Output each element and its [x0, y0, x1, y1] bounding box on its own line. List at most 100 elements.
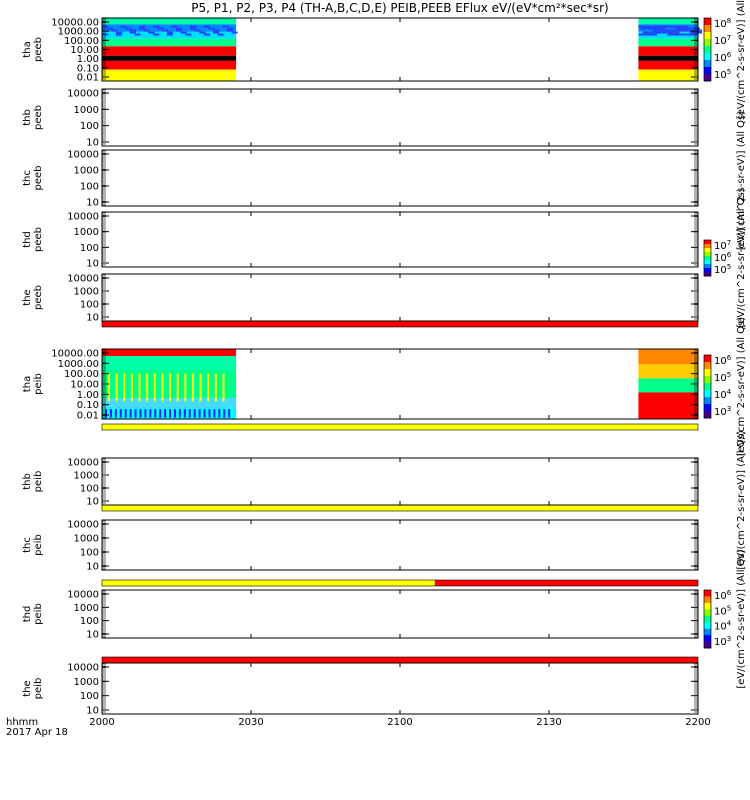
spectrogram-band	[102, 24, 237, 32]
colorbar-frame	[703, 17, 712, 82]
spectrogram-band	[638, 55, 698, 61]
status-bar-segment	[102, 657, 698, 663]
spectrogram-texture	[169, 409, 172, 418]
spectrogram-streak	[169, 373, 172, 402]
y-tick-label: 10	[86, 706, 99, 717]
spectrogram-texture	[149, 409, 152, 418]
colorbar-label-text: [eV/(cm^2-s-sr-eV)] (All Qs)	[736, 111, 747, 250]
spectrogram-texture	[667, 31, 674, 34]
spectrogram-texture	[659, 27, 666, 30]
y-tick-label: 10000	[67, 520, 99, 531]
x-tick-label: 2000	[89, 717, 114, 728]
y-tick-label: 1.00	[77, 390, 99, 401]
spectrogram-texture	[188, 409, 191, 418]
spectrogram-texture	[222, 25, 229, 28]
panel-label-product: peib	[33, 373, 44, 395]
colorbar-swatch	[704, 46, 711, 54]
panel-label-instrument: thc	[22, 170, 33, 186]
colorbar-swatch	[704, 602, 711, 610]
y-tick-label: 100	[80, 243, 99, 254]
y-tick-label: 10000	[67, 150, 99, 161]
panel-label: the peeb	[22, 285, 44, 310]
x-axis-label: hhmm	[6, 717, 38, 728]
spectrogram-texture	[694, 27, 700, 30]
status-bar-segment	[102, 424, 698, 430]
spectrogram-band	[102, 356, 237, 370]
panel-label: thc peeb	[22, 166, 44, 191]
panel-label: tha peeb	[22, 37, 44, 62]
y-tick-label: 0.01	[77, 411, 99, 422]
y-tick-label: 10.00	[70, 45, 99, 56]
spectrogram-band	[638, 24, 698, 32]
y-tick-label: 0.10	[77, 63, 99, 74]
spectrogram-band	[102, 60, 237, 70]
panel-frame	[101, 211, 699, 268]
x-tick-label: 2030	[238, 717, 263, 728]
spectrogram-streak	[214, 373, 217, 402]
panel-label-product: peib	[33, 471, 44, 493]
panel-label-instrument: thc	[22, 537, 33, 553]
spectrogram-band	[102, 18, 237, 25]
spectrogram-texture	[106, 27, 113, 30]
colorbar-tick-label: 106	[714, 589, 732, 602]
spectrogram-texture	[111, 29, 118, 32]
panel-label: tha peib	[22, 373, 44, 395]
y-tick-label: 1000	[74, 603, 99, 614]
spectrogram-texture	[638, 25, 645, 28]
colorbar-tick-label: 104	[714, 620, 732, 633]
status-bar-segment	[102, 321, 698, 327]
spectrogram-texture	[134, 33, 141, 36]
spectrogram-band	[638, 18, 698, 25]
spectrogram-texture	[152, 25, 159, 28]
colorbar-tick-label: 106	[714, 51, 732, 64]
spectrogram-texture	[109, 409, 112, 418]
spectrogram-texture	[154, 409, 157, 418]
panel-label: thb peib	[22, 471, 44, 493]
y-tick-label: 10	[86, 313, 99, 324]
spectrogram-band	[638, 349, 698, 365]
spectrogram-band	[638, 364, 698, 379]
y-tick-label: 10000	[67, 458, 99, 469]
spectrogram-texture	[166, 33, 173, 36]
panel-frame	[101, 273, 699, 322]
spectrogram-texture	[646, 27, 653, 30]
colorbar-swatch	[704, 641, 711, 649]
spectrogram-texture	[153, 33, 160, 36]
spectrogram-texture	[115, 33, 122, 36]
spectrogram-band	[638, 60, 698, 70]
spectrogram-texture	[159, 409, 162, 418]
colorbar-frame	[703, 589, 712, 649]
figure-title: P5, P1, P2, P3, P4 (TH-A,B,C,D,E) PEIB,P…	[191, 1, 608, 15]
spectrogram-streak	[115, 373, 118, 402]
colorbar-tick-label: 105	[714, 604, 731, 617]
spectrogram-texture	[119, 409, 122, 418]
panel-frame	[101, 457, 699, 506]
panel-label-product: peeb	[33, 166, 44, 191]
panel-label-instrument: thb	[22, 473, 33, 490]
colorbar-swatch	[704, 272, 711, 277]
panel-frame	[101, 88, 699, 147]
spectrogram-texture	[213, 31, 219, 34]
spectrogram-texture	[667, 33, 674, 36]
colorbar-swatch	[704, 628, 711, 636]
spectrogram-streak	[123, 373, 126, 402]
spectrogram-streak	[108, 373, 110, 402]
colorbar-label-text: [eV/(cm^2-s-sr-eV)] (All Qs)	[736, 188, 747, 327]
colorbar-tick-label: 106	[714, 354, 732, 367]
y-tick-label: 100	[80, 484, 99, 495]
colorbar-swatch	[704, 615, 711, 623]
y-tick-label: 1000	[74, 166, 99, 177]
colorbar-swatch	[704, 596, 711, 604]
panel-label-product: peib	[33, 603, 44, 625]
colorbar-swatch	[704, 53, 711, 61]
status-bar-segment	[434, 580, 698, 586]
colorbar-swatch	[704, 390, 711, 398]
colorbar-label: [eV/(cm^2-s-sr-eV)] (All Qs)	[736, 111, 747, 250]
spectrogram-texture	[640, 27, 647, 30]
spectrogram-texture	[683, 29, 690, 32]
colorbar-label: [eV/(cm^2-s-sr-eV)] (All Qs)	[736, 430, 747, 569]
spectrogram-texture	[669, 25, 676, 28]
colorbar-label: [eV/(cm^2-s-sr-eV)] (All Qs)	[736, 549, 747, 688]
y-tick-label: 100	[80, 691, 99, 702]
spectrogram-texture	[139, 25, 146, 28]
